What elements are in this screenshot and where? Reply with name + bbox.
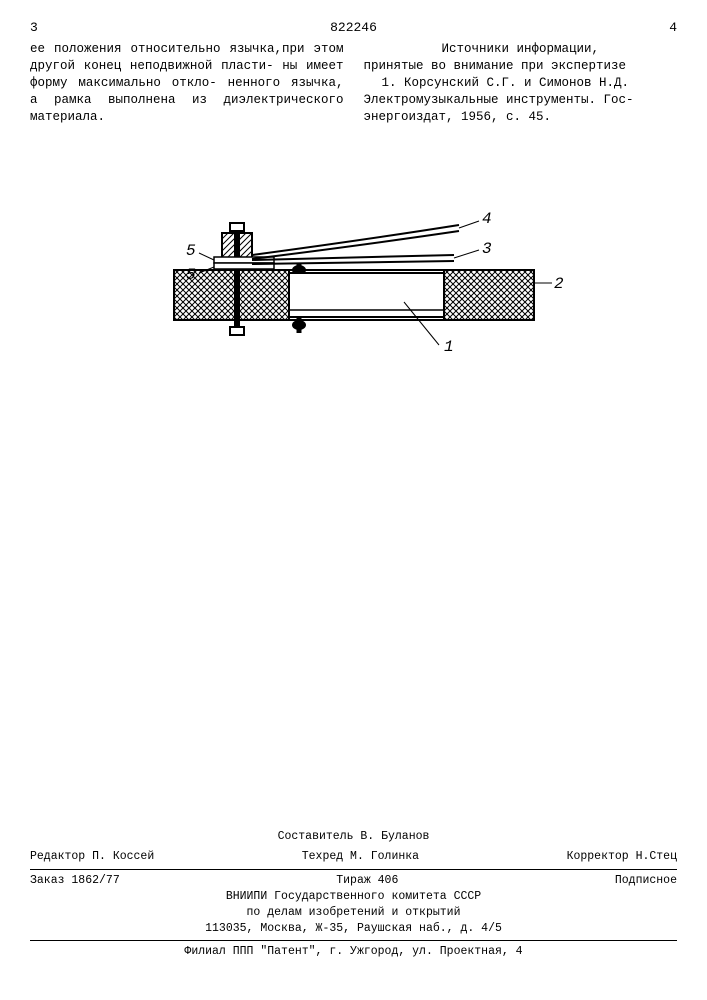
- sources-line2: принятые во внимание при экспертизе: [364, 58, 678, 75]
- left-column-text: ее положения относительно язычка,при это…: [30, 42, 344, 124]
- figure-label-5b: 5: [186, 266, 196, 284]
- page-container: 3 822246 4 ее положения относительно язы…: [0, 0, 707, 1000]
- footer-corrector: Корректор Н.Стец: [567, 849, 677, 865]
- footer-compiler: Составитель В. Буланов: [30, 829, 677, 845]
- footer: Составитель В. Буланов Редактор П. Коссе…: [30, 829, 677, 960]
- footer-org1: ВНИИПИ Государственного комитета СССР: [30, 889, 677, 905]
- page-number-left: 3: [30, 20, 38, 35]
- left-column: ее положения относительно язычка,при это…: [30, 41, 344, 125]
- footer-branch: Филиал ППП "Патент", г. Ужгород, ул. Про…: [30, 944, 677, 960]
- footer-subscription: Подписное: [615, 873, 677, 889]
- figure-label-5a: 5: [186, 242, 196, 260]
- sources-heading: Источники информации,: [364, 41, 678, 58]
- document-number: 822246: [38, 20, 669, 35]
- footer-credits-row: Редактор П. Коссей Техред М. Голинка Кор…: [30, 849, 677, 865]
- text-columns: ее положения относительно язычка,при это…: [30, 41, 677, 125]
- technical-figure: 1 2 3 4 5 5: [144, 185, 564, 365]
- sources-line3: 1. Корсунский С.Г. и Симонов Н.Д.: [364, 75, 678, 92]
- figure-label-3: 3: [482, 240, 492, 258]
- footer-address1: 113035, Москва, Ж-35, Раушская наб., д. …: [30, 921, 677, 937]
- footer-editor: Редактор П. Коссей: [30, 849, 154, 865]
- figure-label-2: 2: [554, 275, 564, 293]
- header-row: 3 822246 4: [30, 20, 677, 35]
- sources-line5: энергоиздат, 1956, с. 45.: [364, 109, 678, 126]
- figure-container: 1 2 3 4 5 5: [30, 185, 677, 370]
- sources-line4: Электромузыкальные инструменты. Гос-: [364, 92, 678, 109]
- footer-rule-1: [30, 869, 677, 870]
- footer-org2: по делам изобретений и открытий: [30, 905, 677, 921]
- footer-order-row: Заказ 1862/77 Тираж 406 Подписное: [30, 873, 677, 889]
- figure-label-1: 1: [444, 338, 454, 356]
- footer-rule-2: [30, 940, 677, 941]
- footer-order: Заказ 1862/77: [30, 873, 120, 889]
- page-number-right: 4: [669, 20, 677, 35]
- footer-techred: Техред М. Голинка: [302, 849, 419, 865]
- footer-tirazh: Тираж 406: [336, 873, 398, 889]
- right-column: Источники информации, принятые во вниман…: [364, 41, 678, 125]
- figure-label-4: 4: [482, 210, 492, 228]
